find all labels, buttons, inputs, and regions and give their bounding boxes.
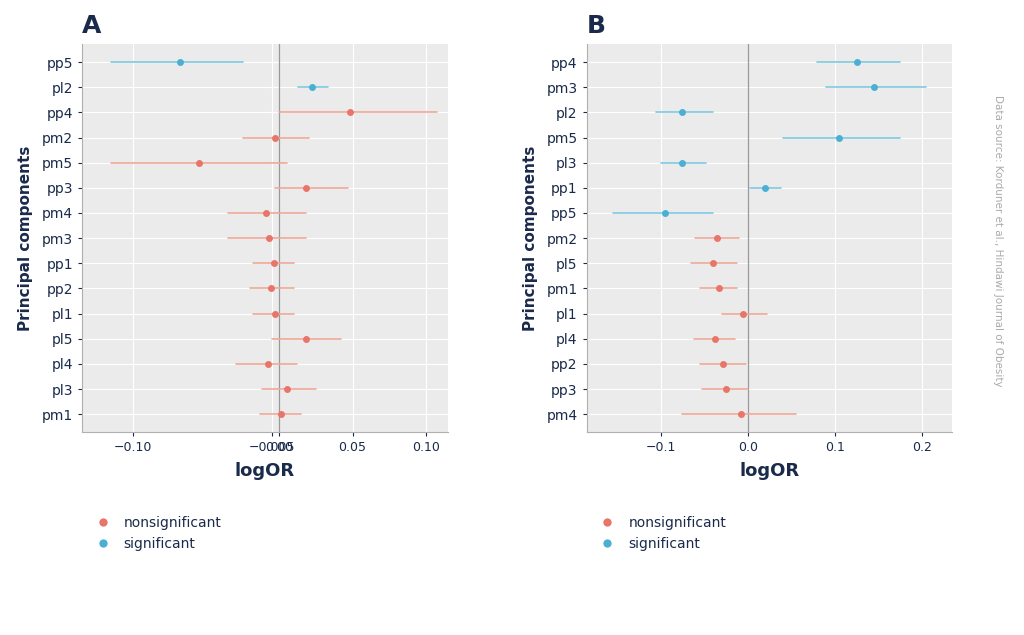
X-axis label: logOR: logOR: [234, 462, 295, 480]
Y-axis label: Principal components: Principal components: [18, 145, 34, 331]
Y-axis label: Principal components: Principal components: [523, 145, 538, 331]
Text: Data source: Korduner et al., Hindawi Journal of Obesity: Data source: Korduner et al., Hindawi Jo…: [993, 95, 1004, 387]
Text: A: A: [82, 15, 101, 38]
Legend: nonsignificant, significant: nonsignificant, significant: [89, 516, 221, 551]
Legend: nonsignificant, significant: nonsignificant, significant: [594, 516, 726, 551]
X-axis label: logOR: logOR: [739, 462, 800, 480]
Text: B: B: [587, 15, 605, 38]
